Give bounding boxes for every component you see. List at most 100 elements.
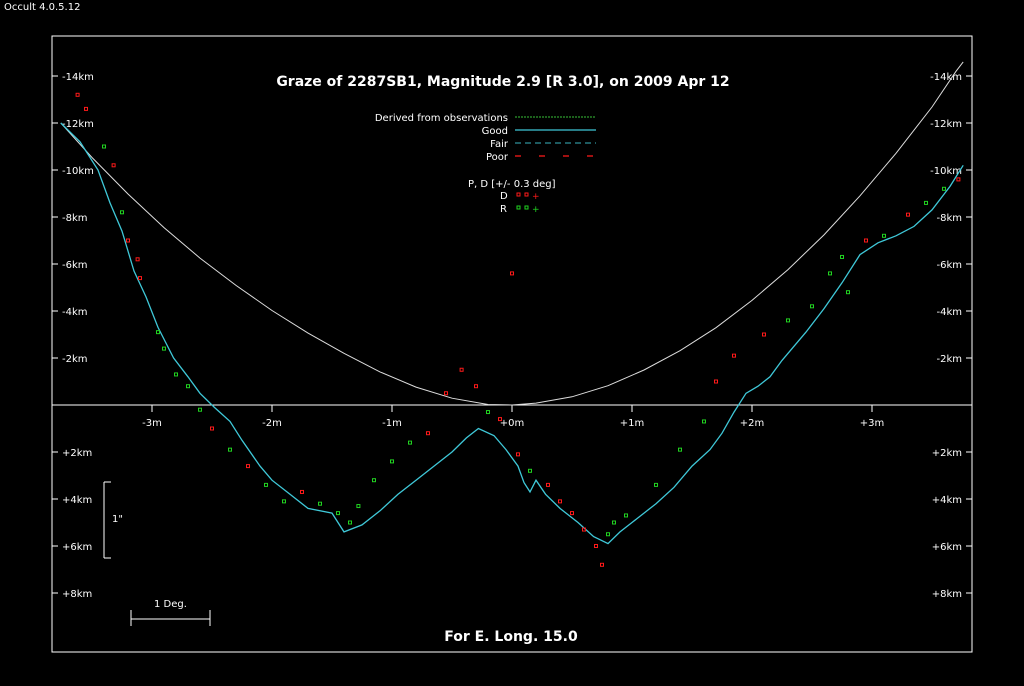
reappear-point [786,318,790,323]
reappear-point [810,304,814,309]
disappear-point [444,391,448,396]
disappear-point [906,212,910,217]
x-tick-label: -2m [262,418,282,429]
reappear-point [942,186,946,191]
y-tick-label-right: -14km [930,72,962,83]
y-tick-label-right: +8km [932,589,962,600]
reappear-point [612,520,616,525]
disappear-point [714,379,718,384]
x-tick-label: +1m [620,418,644,429]
disappear-point [956,177,961,182]
legend: Derived from observations Good Fair Poor P, … [375,113,596,215]
y-tick-label-left: -2km [62,354,88,365]
reappear-point [624,513,628,518]
y-tick-label-right: +4km [932,495,962,506]
disappear-point [246,464,250,469]
disappear-point [732,353,736,358]
disappear-point [570,511,574,516]
reappear-point [198,407,202,412]
disappear-point [762,332,766,337]
app-title: Occult 4.0.5.12 [4,2,81,13]
disappear-point [459,367,464,372]
x-tick-label: +3m [860,418,884,429]
legend-event-marker [516,192,521,197]
legend-label: Fair [490,139,509,150]
reappear-point [840,254,844,259]
disappear-point [864,238,868,243]
horizontal-scale-bar: 1 Deg. [130,599,211,626]
reappear-point [348,520,352,525]
y-tick-label-left: -14km [62,72,94,83]
reappear-point [486,410,490,415]
legend-event-marker [516,205,521,210]
disappear-point [126,238,130,243]
reappear-point [228,447,232,452]
vertical-scale-bar: 1" [103,481,123,559]
disappear-point [426,431,430,436]
legend-event-header: P, D [+/- 0.3 deg] [468,179,556,190]
disappear-point [558,499,562,504]
disappear-point [300,489,304,494]
disappear-point [135,257,140,262]
reappear-point [828,271,832,276]
plot-frame [51,35,973,653]
legend-event-plus: + [532,192,540,202]
reappear-point [390,459,394,464]
reappear-point [356,504,361,509]
y-tick-label-right: +6km [932,542,962,553]
legend-label: Good [482,126,508,137]
horizontal-scale-label: 1 Deg. [154,599,187,610]
y-tick-label-left: -12km [62,119,94,130]
y-tick-label-left: -10km [62,166,94,177]
reappear-point [186,384,190,389]
disappear-point [111,163,116,168]
legend-event-plus: + [532,205,540,215]
reappear-point [318,501,322,506]
disappear-point [84,106,88,111]
reappear-point [528,468,532,473]
y-tick-label-left: -6km [62,260,88,271]
y-tick-label-right: -6km [936,260,962,271]
legend-label: Derived from observations [375,113,508,124]
x-tick-label: -1m [382,418,402,429]
legend-event-marker [524,205,529,210]
legend-event-marker [524,192,529,197]
disappear-point [75,92,80,97]
reappear-point [408,440,412,445]
y-tick-label-right: -4km [936,307,962,318]
reappear-point [702,419,706,424]
y-tick-label-right: +2km [932,448,962,459]
y-tick-label-left: +4km [62,495,92,506]
y-tick-label-left: +6km [62,542,92,553]
reappear-point [282,499,286,504]
reappear-point [654,482,658,487]
reappear-point [156,330,160,335]
disappear-point [510,271,514,276]
reappear-point [678,447,682,452]
legend-label: Poor [486,152,509,163]
y-tick-label-left: -4km [62,307,88,318]
disappear-point [516,452,520,457]
reappear-point [372,478,376,483]
vertical-scale-label: 1" [112,514,123,525]
y-tick-label-left: +2km [62,448,92,459]
disappear-point [210,426,214,431]
legend-event-label: D [500,191,508,202]
limb-profile-line [60,122,964,545]
y-tick-label-left: -8km [62,213,88,224]
disappear-point [498,417,502,422]
reappear-point [336,511,340,516]
reappear-point [162,346,166,351]
predicted-limb-parabola [60,61,964,406]
y-tick-label-right: -8km [936,213,962,224]
disappear-point [594,544,598,548]
chart-title: Graze of 2287SB1, Magnitude 2.9 [R 3.0],… [276,74,729,90]
y-tick-label-right: -10km [930,166,962,177]
reappear-point [606,532,610,537]
legend-event-label: R [500,204,507,215]
x-tick-label: +0m [500,418,524,429]
disappear-point [474,384,478,389]
reappear-point [846,290,850,295]
x-tick-label: -3m [142,418,162,429]
